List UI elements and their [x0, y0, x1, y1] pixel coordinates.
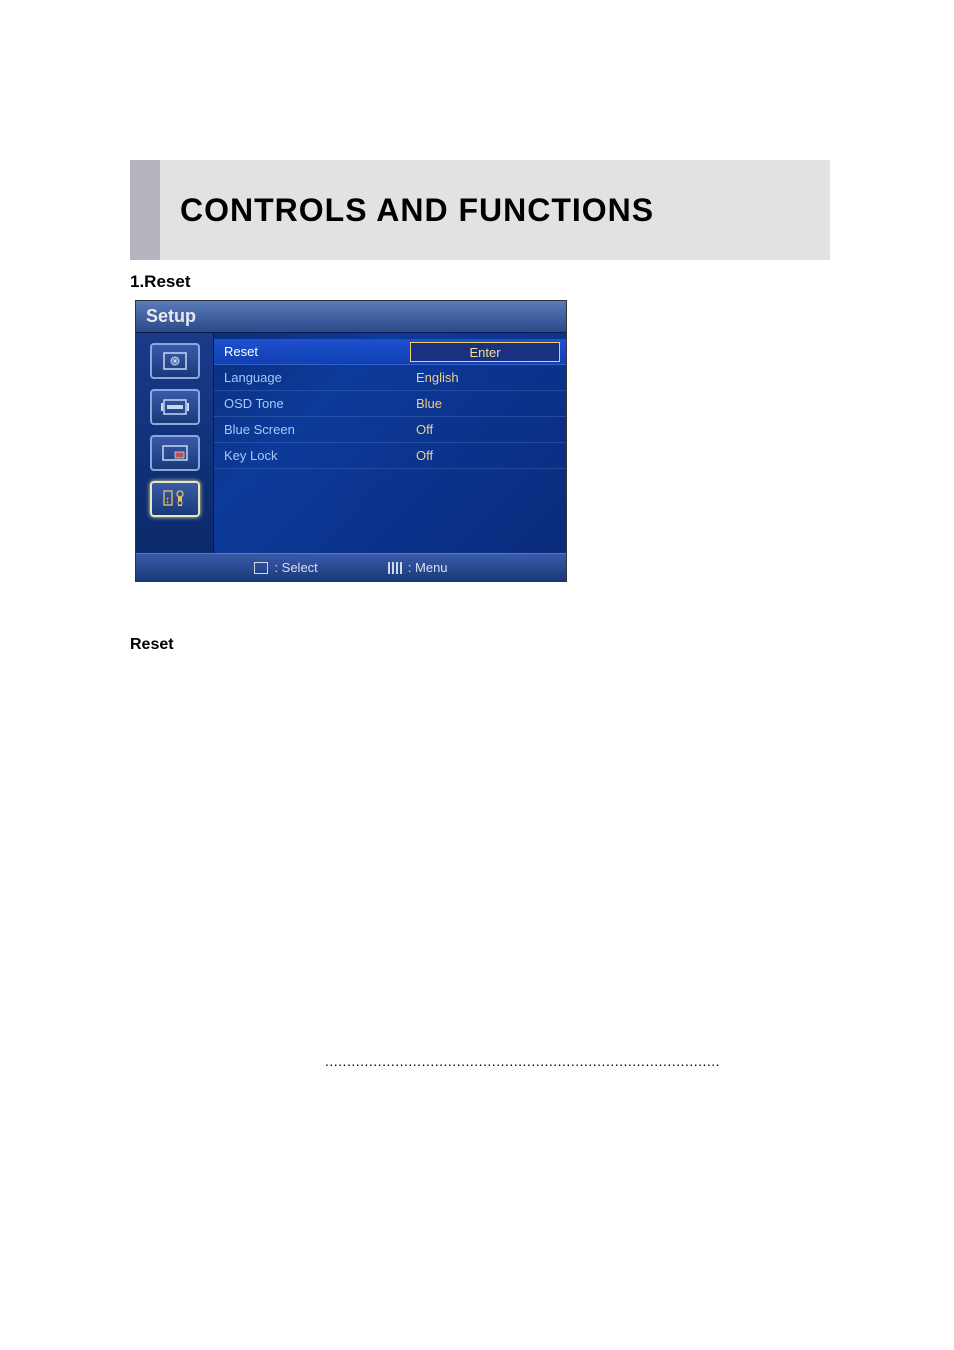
setup-icon[interactable]: ↕	[150, 481, 200, 517]
osd-body: ↕ Reset Enter Language English OSD Tone …	[136, 333, 566, 553]
select-icon	[254, 562, 268, 574]
menu-label: Key Lock	[214, 448, 406, 463]
menu-row-osd-tone[interactable]: OSD Tone Blue	[214, 391, 566, 417]
menu-value: Blue	[406, 396, 566, 411]
osd-sidebar: ↕	[136, 333, 214, 553]
dotted-rule: ........................................…	[325, 1053, 825, 1069]
menu-label: Language	[214, 370, 406, 385]
menu-row-language[interactable]: Language English	[214, 365, 566, 391]
svg-text:↕: ↕	[165, 495, 170, 506]
subheading-reset: Reset	[130, 636, 174, 654]
menu-value: English	[406, 370, 566, 385]
header-accent-bar	[130, 160, 160, 260]
osd-menu: Reset Enter Language English OSD Tone Bl…	[214, 333, 566, 553]
osd-title: Setup	[146, 306, 196, 327]
menu-row-key-lock[interactable]: Key Lock Off	[214, 443, 566, 469]
footer-menu: : Menu	[388, 560, 448, 575]
menu-value: Off	[406, 448, 566, 463]
menu-label: Blue Screen	[214, 422, 406, 437]
menu-label: OSD Tone	[214, 396, 406, 411]
menu-label: Reset	[214, 344, 410, 359]
footer-menu-label: : Menu	[408, 560, 448, 575]
menu-icon	[388, 562, 402, 574]
pip-icon[interactable]	[150, 435, 200, 471]
osd-titlebar: Setup	[136, 301, 566, 333]
menu-row-reset[interactable]: Reset Enter	[214, 339, 566, 365]
menu-row-blue-screen[interactable]: Blue Screen Off	[214, 417, 566, 443]
picture-icon[interactable]	[150, 343, 200, 379]
footer-select: : Select	[254, 560, 317, 575]
osd-screenshot: Setup ↕ Reset Enter Language Englis	[135, 300, 567, 582]
header-banner: CONTROLS AND FUNCTIONS	[130, 160, 830, 260]
osd-footer: : Select : Menu	[136, 553, 566, 581]
footer-select-label: : Select	[274, 560, 317, 575]
menu-value: Off	[406, 422, 566, 437]
page-title: CONTROLS AND FUNCTIONS	[180, 192, 654, 229]
aspect-icon[interactable]	[150, 389, 200, 425]
section-number-label: 1.Reset	[130, 272, 190, 292]
menu-value: Enter	[410, 342, 560, 362]
